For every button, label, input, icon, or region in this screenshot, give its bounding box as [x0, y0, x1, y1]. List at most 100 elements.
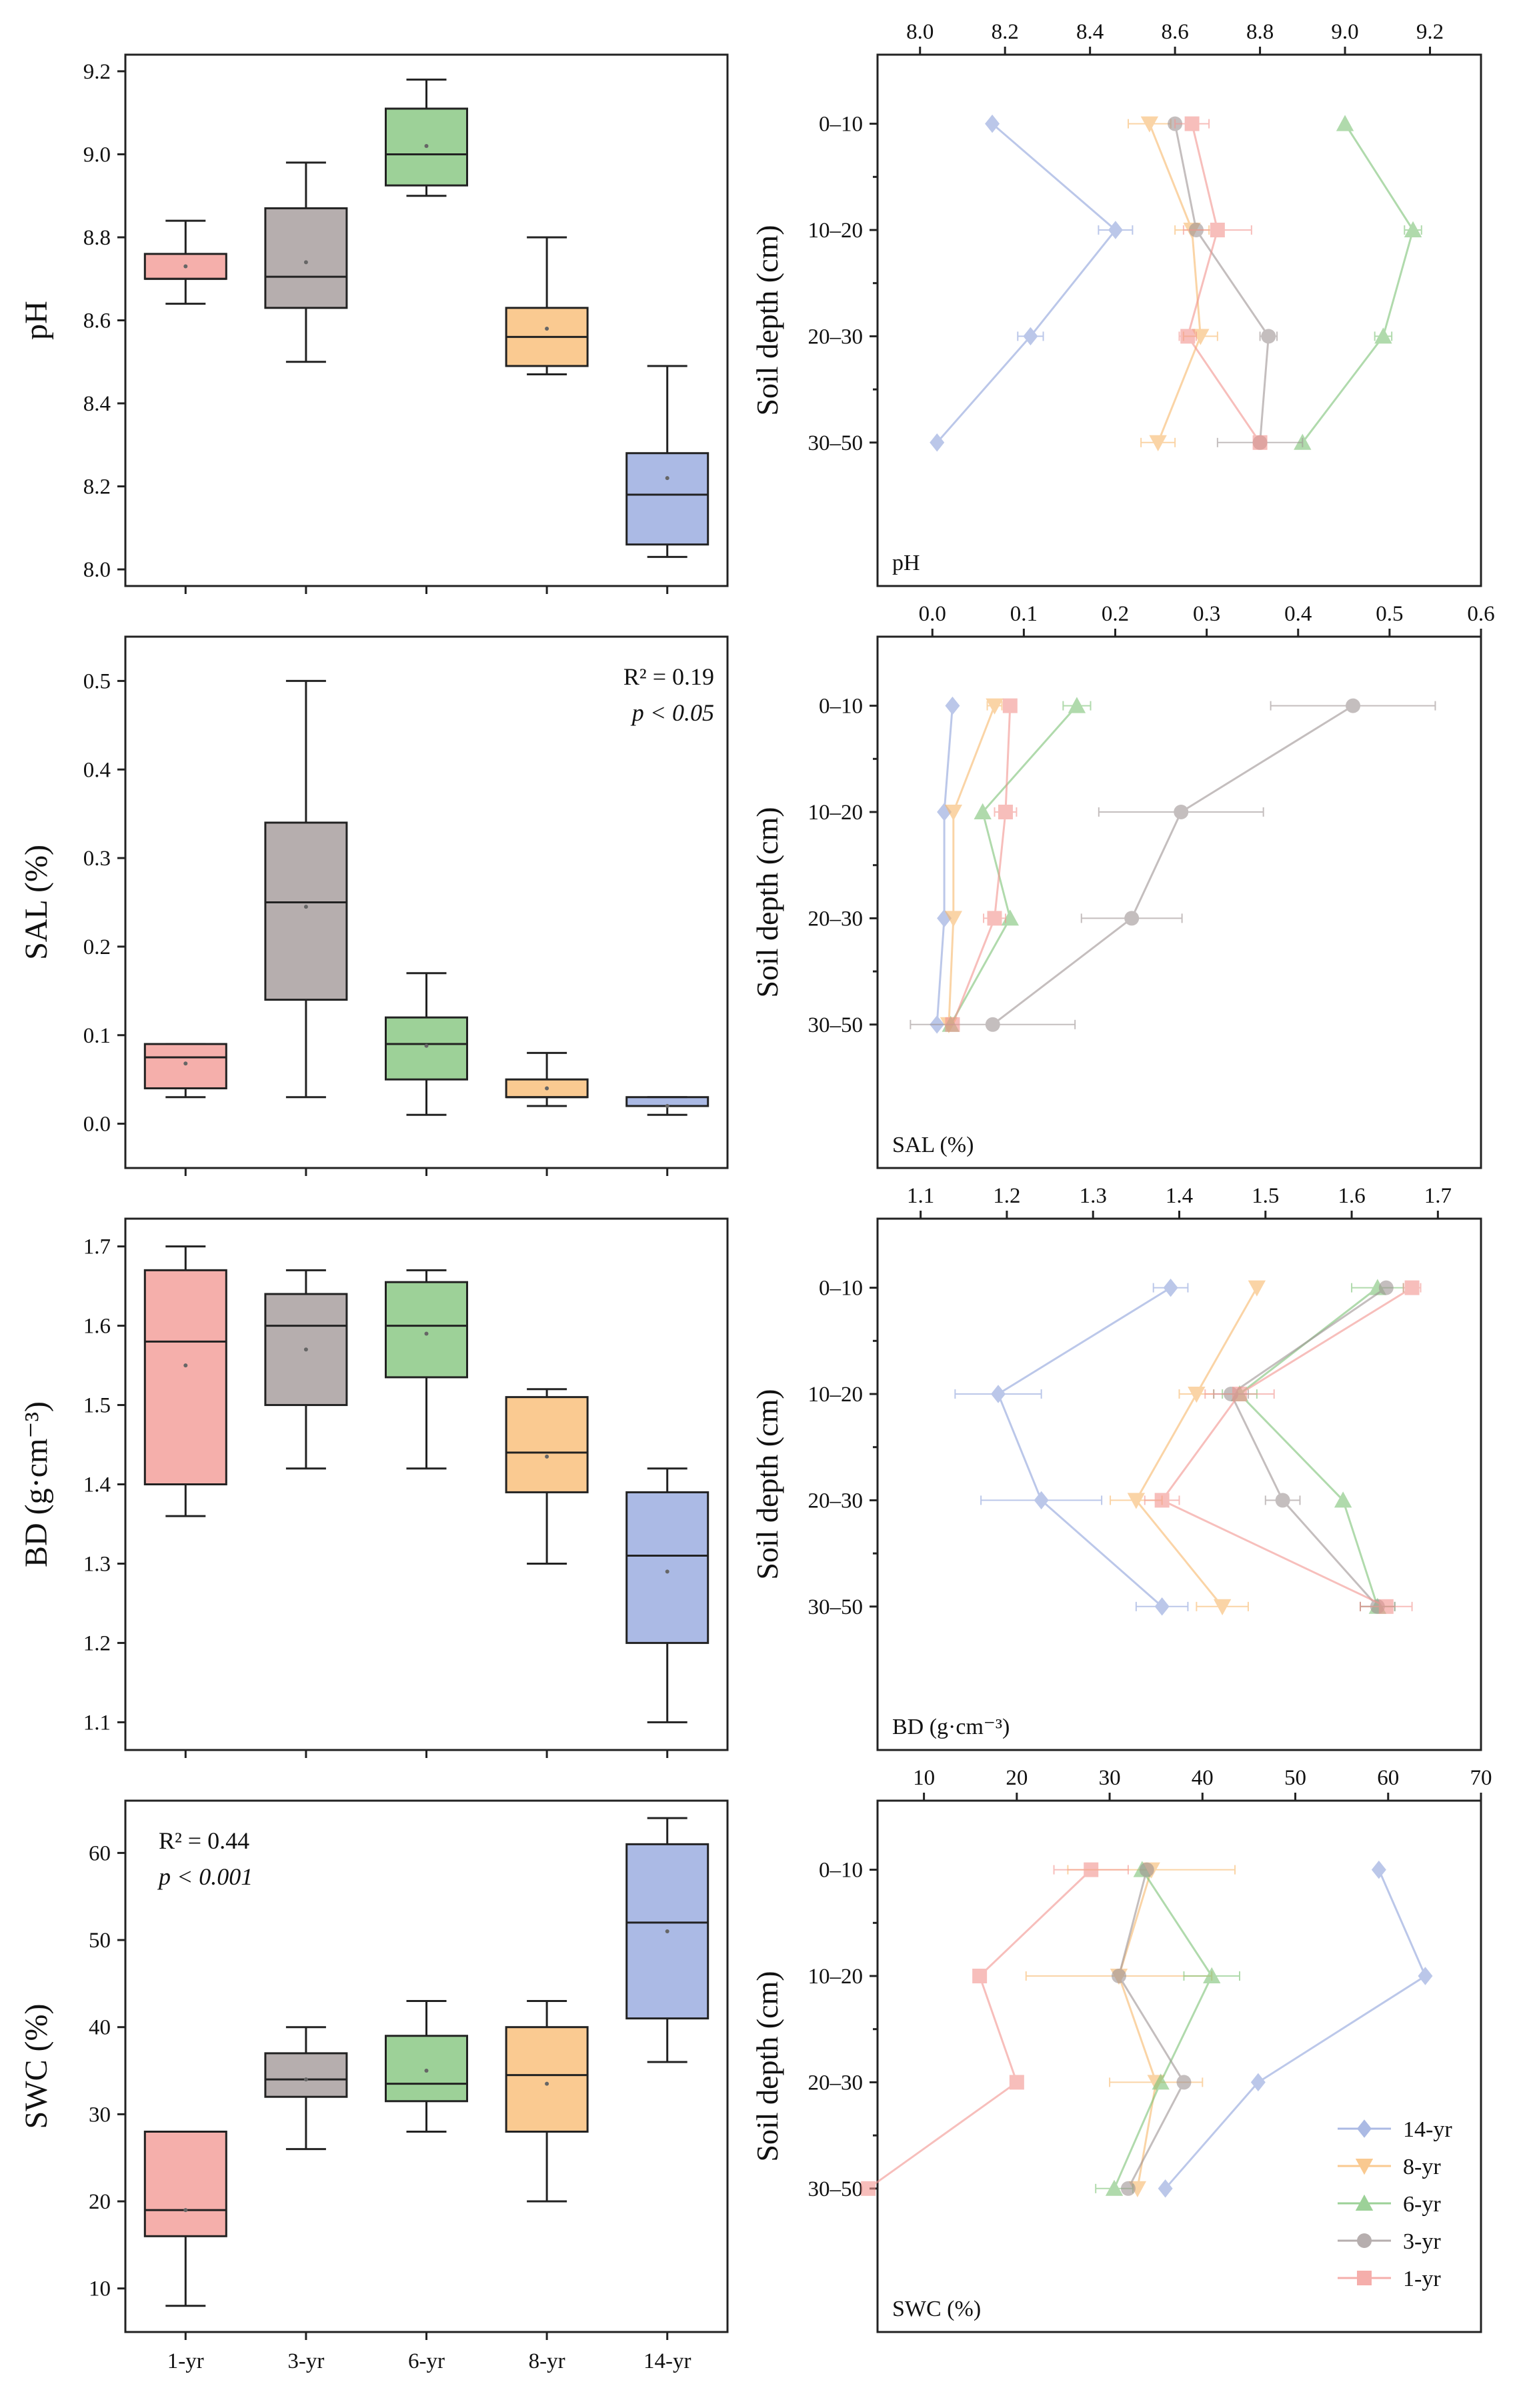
point-8-yr-20–30	[944, 911, 963, 927]
y-tick-label: 0.3	[83, 847, 111, 871]
x-tick-label: 8.4	[1076, 20, 1104, 44]
x-tick-label: 30	[1099, 1766, 1121, 1790]
point-1-yr-30–50	[1252, 435, 1268, 450]
point-8-yr-0–10	[986, 698, 1004, 715]
point-3-yr-20–30	[1124, 911, 1140, 926]
point-6-yr-20–30	[1374, 327, 1392, 344]
x-tick-label: 8.6	[1162, 20, 1189, 44]
box-mean	[665, 1929, 669, 1933]
panel-corner-label: BD (g·cm⁻³)	[892, 1715, 1010, 1739]
series-line	[948, 705, 996, 1025]
panel-frame	[876, 1217, 1482, 1751]
x-tick-label: 6-yr	[408, 2349, 445, 2373]
legend-label: 6-yr	[1403, 2192, 1441, 2217]
point-14-yr-30–50	[930, 433, 945, 452]
y-tick-label: 20–30	[808, 907, 864, 931]
y-tick-label: 0.2	[83, 935, 111, 959]
y-tick-label: 8.2	[83, 475, 111, 499]
series-line	[1135, 1287, 1258, 1607]
point-6-yr-10–20	[1404, 221, 1422, 238]
box-mean	[665, 476, 669, 481]
x-tick-label: 0.1	[1010, 602, 1038, 626]
series-14-yr	[1158, 1860, 1433, 2198]
x-tick-label: 8-yr	[529, 2349, 565, 2373]
box-mean	[424, 143, 429, 148]
y-tick-label: 1.7	[83, 1235, 111, 1259]
point-1-yr-0–10	[1404, 1280, 1420, 1295]
x-tick-label: 1.2	[993, 1184, 1020, 1208]
series-6-yr	[942, 697, 1092, 1032]
series-1-yr	[1144, 1280, 1422, 1614]
depth-panel-2: 1.1 1.2 1.3 1.4 1.5 1.6 1.7 0–10 10–20 20–30 30–50…	[750, 1184, 1482, 1751]
y-tick-label: 30	[89, 2103, 111, 2127]
y-tick-label: 20–30	[808, 2071, 864, 2095]
series-14-yr	[954, 1278, 1189, 1616]
y-tick-label: 8.0	[83, 558, 111, 582]
y-tick-label: 1.5	[83, 1394, 111, 1418]
point-3-yr-0–10	[1139, 1862, 1154, 1877]
box-3-yr	[264, 679, 348, 1099]
y-axis-label: SAL (%)	[19, 845, 54, 960]
box-1-yr	[143, 1245, 227, 1517]
x-tick-label: 1.7	[1424, 1184, 1452, 1208]
series-line	[997, 1287, 1172, 1607]
series-line	[936, 123, 1117, 443]
legend-item-8-yr	[1338, 2159, 1391, 2175]
box-panel-3: 10 20 30 40 50 60 SWC (%) R² = 0.44 p < 0.001	[19, 1799, 729, 2340]
x-tick-label: 70	[1470, 1766, 1492, 1790]
legend-label: 8-yr	[1403, 2155, 1441, 2179]
series-line	[1174, 123, 1270, 443]
point-6-yr-20–30	[1152, 2073, 1170, 2090]
series-line	[1164, 1869, 1427, 2189]
box-mean	[303, 1347, 308, 1352]
panel-frame	[876, 1799, 1482, 2333]
point-14-yr-30–50	[1158, 2179, 1173, 2198]
p-annotation: p < 0.05	[630, 699, 714, 726]
series-3-yr	[1213, 1280, 1396, 1614]
point-1-yr-10–20	[972, 1969, 988, 1984]
y-tick-label: 0.4	[83, 758, 111, 782]
legend-label: 1-yr	[1403, 2267, 1441, 2291]
point-3-yr-10–20	[1174, 805, 1189, 820]
x-tick-label: 40	[1192, 1766, 1214, 1790]
r2-annotation: R² = 0.19	[623, 663, 714, 690]
point-3-yr-20–30	[1275, 1493, 1290, 1508]
legend-marker	[1357, 2233, 1372, 2248]
y-axis-label: Soil depth (cm)	[750, 225, 784, 415]
box-mean	[424, 1043, 429, 1048]
point-8-yr-10–20	[944, 805, 963, 821]
box-1-yr	[143, 219, 227, 305]
y-tick-label: 0.5	[83, 669, 111, 693]
panel-frame	[876, 635, 1482, 1169]
x-tick-label: 50	[1284, 1766, 1306, 1790]
series-8-yr	[1110, 1280, 1266, 1616]
panel-corner-label: SAL (%)	[892, 1133, 974, 1157]
series-1-yr	[945, 698, 1018, 1032]
point-14-yr-0–10	[1163, 1278, 1178, 1297]
y-axis-label: Soil depth (cm)	[750, 807, 784, 997]
x-tick-label: 0.4	[1284, 602, 1312, 626]
box-8-yr	[505, 2000, 589, 2203]
box-iqr	[625, 1491, 709, 1644]
point-8-yr-30–50	[1213, 1599, 1232, 1616]
series-line	[950, 705, 1078, 1025]
x-tick-label: 8.0	[906, 20, 934, 44]
x-tick-label: 20	[1006, 1766, 1028, 1790]
y-tick-label: 20–30	[808, 325, 864, 349]
panel-corner-label: pH	[892, 551, 920, 575]
y-tick-label: 1.2	[83, 1631, 111, 1655]
box-iqr	[385, 1016, 468, 1081]
box-mean	[545, 326, 549, 331]
legend-item-14-yr	[1338, 2119, 1391, 2138]
box-3-yr	[264, 2026, 348, 2151]
y-tick-label: 8.4	[83, 392, 111, 416]
series-8-yr	[940, 698, 1004, 1034]
box-iqr	[143, 1269, 227, 1486]
y-tick-label: 10–20	[808, 219, 864, 243]
y-tick-label: 10–20	[808, 801, 864, 825]
series-3-yr	[1112, 1862, 1192, 2196]
series-line	[992, 705, 1354, 1026]
point-3-yr-20–30	[1261, 329, 1276, 344]
y-tick-label: 0.0	[83, 1113, 111, 1137]
